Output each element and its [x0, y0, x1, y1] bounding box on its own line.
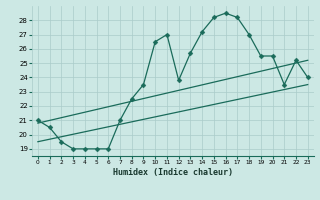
X-axis label: Humidex (Indice chaleur): Humidex (Indice chaleur)	[113, 168, 233, 177]
